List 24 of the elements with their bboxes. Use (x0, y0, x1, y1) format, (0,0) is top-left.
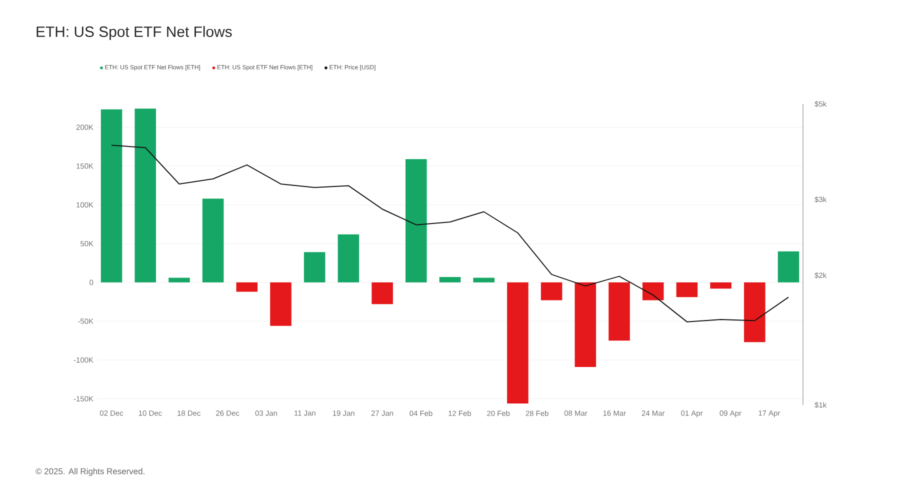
bar (338, 234, 360, 282)
bar (372, 282, 393, 304)
bar (202, 198, 224, 282)
bar (473, 278, 494, 282)
text: © 2025. All Rights Reserved. (36, 468, 144, 476)
bar (642, 282, 664, 300)
bar (608, 282, 630, 341)
bar (270, 282, 292, 326)
bar (710, 282, 732, 289)
bar (439, 276, 461, 282)
bar (168, 278, 190, 282)
bar (676, 282, 698, 298)
line-series (111, 144, 790, 322)
bar (574, 282, 596, 367)
bar (540, 282, 562, 300)
bar (744, 282, 766, 342)
chart-title: ETH: US Spot ETF Net Flows (36, 26, 232, 40)
bar (100, 109, 122, 282)
bar (406, 159, 427, 282)
bar (507, 282, 528, 404)
bar (134, 108, 156, 282)
bar (778, 251, 800, 282)
bar (236, 282, 258, 292)
bar (304, 252, 326, 282)
